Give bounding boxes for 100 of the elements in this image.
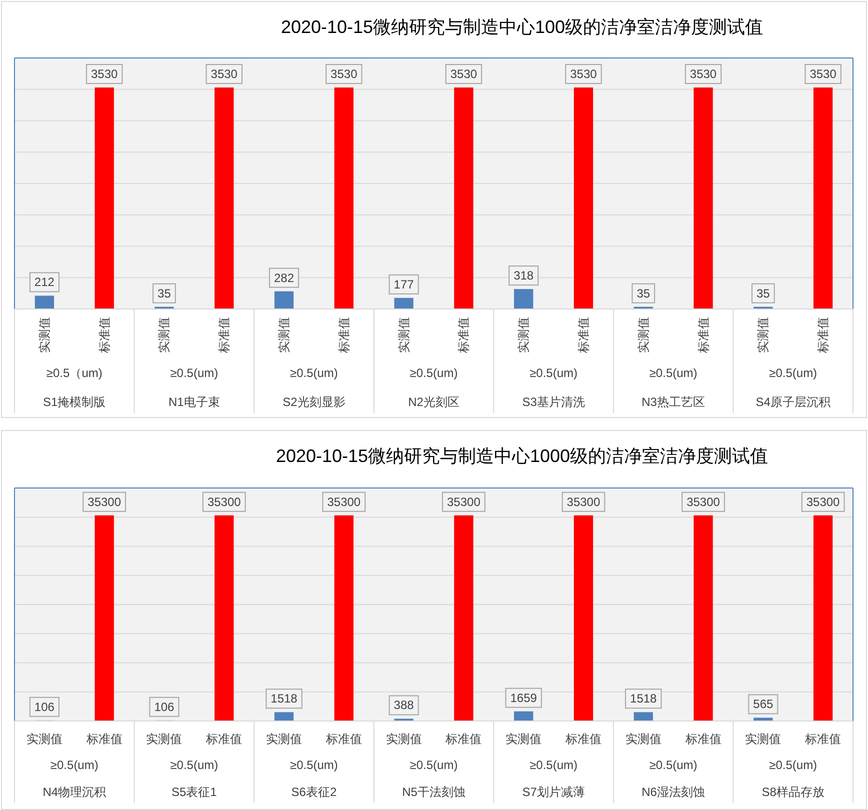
series-name: 标准值 <box>456 317 471 353</box>
data-label: 3530 <box>206 64 242 84</box>
category: S7划片减薄 <box>522 785 585 799</box>
annotation: ≥0.5(um) <box>530 366 578 380</box>
title: 2020-10-15微纳研究与制造中心1000级的洁净室洁净度测试值 <box>276 446 768 466</box>
annotation: ≥0.5(um) <box>410 366 458 380</box>
category: S6表征2 <box>291 785 337 799</box>
annotation: ≥0.5(um) <box>170 366 218 380</box>
category: S3基片清洗 <box>522 395 585 409</box>
data-label: 35300 <box>806 494 840 509</box>
data-label: 177 <box>388 274 419 294</box>
data-label: 35300 <box>801 492 845 512</box>
data-label: 3530 <box>326 64 362 84</box>
data-label: 3530 <box>690 66 717 81</box>
series-name: 实测值 <box>386 732 422 746</box>
title: 2020-10-15微纳研究与制造中心100级的洁净室洁净度测试值 <box>280 17 764 37</box>
data-label: 212 <box>34 275 55 290</box>
data-label: 3530 <box>445 64 482 84</box>
data-label: 3530 <box>684 64 722 84</box>
annotation: ≥0.5(um) <box>769 758 818 772</box>
data-label: 35300 <box>82 492 126 512</box>
data-label: 318 <box>514 268 534 283</box>
series-name: 标准值 <box>805 732 842 746</box>
series-name: 实测值 <box>756 317 770 353</box>
data-label: 3530 <box>804 64 842 84</box>
category: S5表征1 <box>172 785 217 799</box>
series-name: 实测值 <box>516 317 531 353</box>
data-label: 3530 <box>810 66 837 81</box>
series-name: 标准值 <box>86 732 122 746</box>
category: S1掩模制版 <box>43 395 106 409</box>
category: S8样品存放 <box>762 785 824 799</box>
data-label: 177 <box>394 277 414 292</box>
data-label: 35 <box>751 283 775 304</box>
category: N6湿法刻蚀 <box>642 785 705 799</box>
annotation: ≥0.5(um) <box>769 366 818 380</box>
category: N1电子束 <box>168 395 220 409</box>
data-label: 388 <box>388 695 419 716</box>
series-name: 实测值 <box>157 317 172 353</box>
series-name: 标准值 <box>696 317 710 353</box>
data-label: 35 <box>636 286 650 300</box>
series-name: 实测值 <box>396 317 411 353</box>
data-label: 35 <box>756 286 770 300</box>
series-name: 标准值 <box>206 732 242 746</box>
data-label: 106 <box>34 700 55 714</box>
data-label: 1518 <box>270 692 298 706</box>
data-label: 3530 <box>210 66 238 81</box>
data-label: 3530 <box>330 66 358 81</box>
data-label: 318 <box>508 266 539 286</box>
series-name: 实测值 <box>277 317 292 353</box>
series-name: 实测值 <box>506 732 542 746</box>
data-label: 1518 <box>266 688 302 709</box>
data-label: 565 <box>748 694 778 714</box>
annotation: ≥0.5(um) <box>649 758 698 772</box>
series-name: 实测值 <box>625 732 662 746</box>
series-name: 标准值 <box>576 317 590 353</box>
data-label: 106 <box>154 700 175 714</box>
annotation: ≥0.5(um) <box>170 758 218 772</box>
series-name: 实测值 <box>146 732 182 746</box>
data-label: 3530 <box>450 66 478 81</box>
series-name: 标准值 <box>565 732 602 746</box>
category: N5干法刻蚀 <box>402 785 466 799</box>
data-label: 565 <box>753 697 774 712</box>
data-label: 35300 <box>562 492 606 512</box>
data-label: 35300 <box>327 494 361 509</box>
series-name: 标准值 <box>446 732 482 746</box>
data-label: 3530 <box>570 66 598 81</box>
series-name: 标准值 <box>685 732 722 746</box>
category: S4原子层沉积 <box>756 395 830 409</box>
series-name: 实测值 <box>37 317 52 353</box>
data-label: 3530 <box>90 66 118 81</box>
data-label: 106 <box>149 696 180 717</box>
data-label: 35 <box>632 283 656 304</box>
data-label: 3530 <box>565 64 602 84</box>
data-label: 35300 <box>322 492 366 512</box>
data-label: 35300 <box>682 492 725 512</box>
data-label: 3530 <box>86 64 123 84</box>
annotation: ≥0.5(um) <box>530 758 578 772</box>
category: N2光刻区 <box>408 395 460 409</box>
series-name: 实测值 <box>745 732 782 746</box>
data-label: 1659 <box>505 688 542 708</box>
category: N3热工艺区 <box>642 395 705 409</box>
data-label: 35300 <box>442 492 486 512</box>
series-name: 标准值 <box>97 317 112 353</box>
series-name: 标准值 <box>217 317 232 353</box>
annotation: ≥0.5(um) <box>290 366 338 380</box>
series-name: 实测值 <box>266 732 302 746</box>
data-label: 35300 <box>447 494 481 509</box>
annotation: ≥0.5(um) <box>50 758 98 772</box>
series-name: 标准值 <box>336 317 351 353</box>
data-label: 212 <box>29 272 60 292</box>
series-name: 标准值 <box>326 732 362 746</box>
data-label: 35300 <box>686 494 720 509</box>
data-label: 35300 <box>207 494 242 509</box>
data-label: 1518 <box>625 688 662 709</box>
data-label: 35300 <box>566 494 600 509</box>
annotation: ≥0.5(um) <box>410 758 458 772</box>
data-label: 1518 <box>630 692 658 706</box>
data-label: 282 <box>274 270 294 285</box>
data-label: 35300 <box>202 492 246 512</box>
data-label: 282 <box>269 268 300 288</box>
